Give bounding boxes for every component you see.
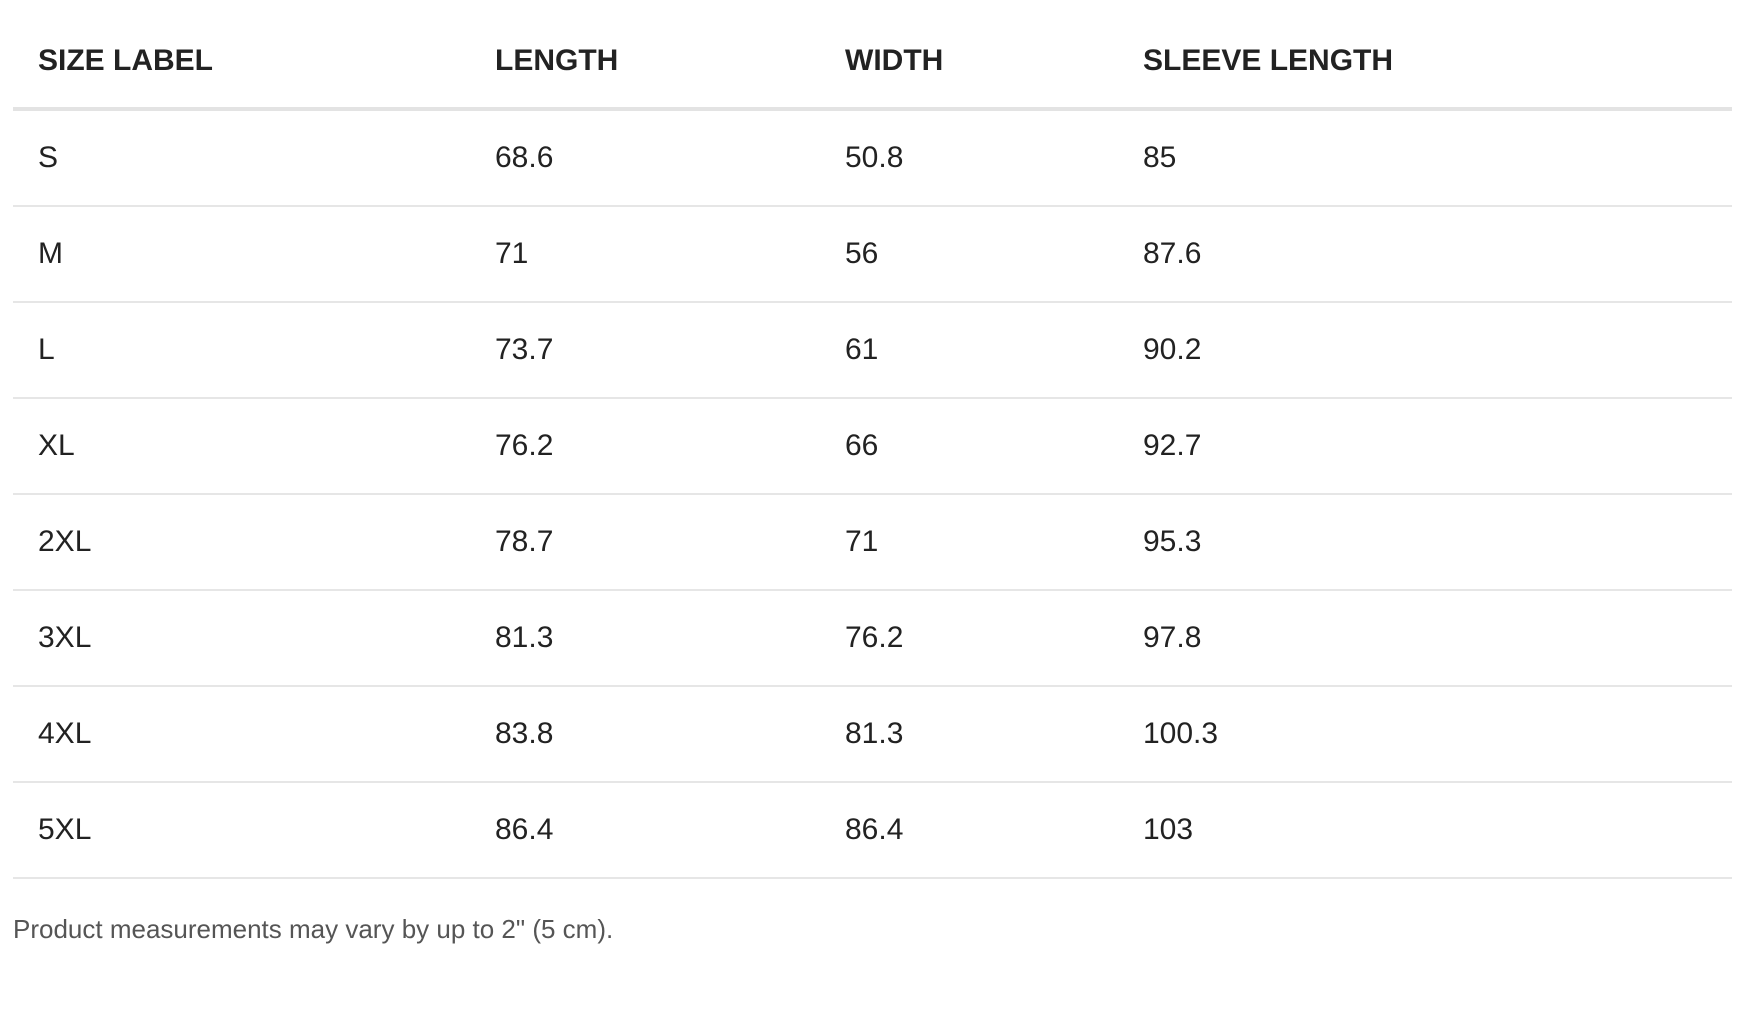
cell-length: 78.7 [495, 525, 554, 558]
cell-length: 76.2 [495, 429, 554, 462]
cell-length: 81.3 [495, 621, 554, 654]
cell-width: 81.3 [845, 717, 904, 750]
cell-length: 71 [495, 237, 529, 270]
header-size-label: SIZE LABEL [38, 44, 214, 77]
cell-size: 4XL [38, 717, 92, 750]
table-row: 5XL 86.4 86.4 103 [13, 783, 1732, 879]
cell-width: 50.8 [845, 141, 904, 174]
cell-width: 66 [845, 429, 879, 462]
table-row: M 71 56 87.6 [13, 207, 1732, 303]
cell-sleeve-length: 92.7 [1143, 429, 1202, 462]
cell-length: 68.6 [495, 141, 554, 174]
cell-size: S [38, 141, 59, 174]
cell-width: 86.4 [845, 813, 904, 846]
cell-length: 86.4 [495, 813, 554, 846]
cell-sleeve-length: 95.3 [1143, 525, 1202, 558]
cell-length: 83.8 [495, 717, 554, 750]
table-row: 2XL 78.7 71 95.3 [13, 495, 1732, 591]
cell-size: 5XL [38, 813, 92, 846]
cell-size: L [38, 333, 55, 366]
table-row: S 68.6 50.8 85 [13, 111, 1732, 207]
cell-width: 71 [845, 525, 879, 558]
table-row: L 73.7 61 90.2 [13, 303, 1732, 399]
cell-size: 3XL [38, 621, 92, 654]
cell-sleeve-length: 103 [1143, 813, 1194, 846]
cell-width: 56 [845, 237, 879, 270]
cell-size: XL [38, 429, 75, 462]
cell-sleeve-length: 87.6 [1143, 237, 1202, 270]
table-row: XL 76.2 66 92.7 [13, 399, 1732, 495]
cell-sleeve-length: 97.8 [1143, 621, 1202, 654]
table-header-row: SIZE LABEL LENGTH WIDTH SLEEVE LENGTH [13, 0, 1732, 111]
measurement-note: Product measurements may vary by up to 2… [13, 914, 614, 944]
cell-width: 61 [845, 333, 879, 366]
size-chart-table: SIZE LABEL LENGTH WIDTH SLEEVE LENGTH S 6… [13, 0, 1732, 879]
header-sleeve-length: SLEEVE LENGTH [1143, 44, 1394, 77]
header-width: WIDTH [845, 44, 944, 77]
cell-length: 73.7 [495, 333, 554, 366]
cell-sleeve-length: 100.3 [1143, 717, 1219, 750]
cell-width: 76.2 [845, 621, 904, 654]
table-row: 4XL 83.8 81.3 100.3 [13, 687, 1732, 783]
cell-size: M [38, 237, 63, 270]
header-length: LENGTH [495, 44, 619, 77]
table-row: 3XL 81.3 76.2 97.8 [13, 591, 1732, 687]
cell-size: 2XL [38, 525, 92, 558]
cell-sleeve-length: 90.2 [1143, 333, 1202, 366]
cell-sleeve-length: 85 [1143, 141, 1177, 174]
